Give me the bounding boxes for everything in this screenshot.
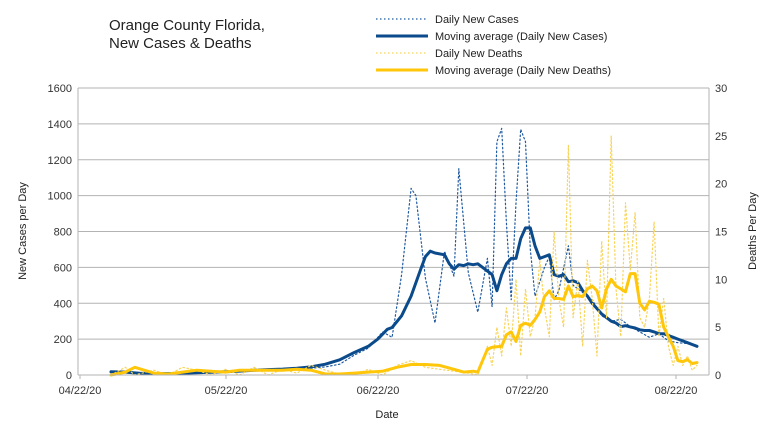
chart-title-line-2: New Cases & Deaths — [109, 35, 252, 52]
series-layer — [109, 127, 699, 377]
y-right-tick-label: 15 — [715, 227, 727, 239]
y-right-tick-label: 30 — [715, 83, 727, 95]
x-axis-title: Date — [375, 409, 398, 421]
y-left-tick-label: 400 — [54, 298, 72, 310]
y-right-tick-label: 0 — [715, 370, 721, 382]
series-line-2 — [109, 226, 699, 376]
y-left-tick-label: 800 — [54, 227, 72, 239]
x-tick-label: 06/22/20 — [357, 385, 400, 397]
y-axis-right-title: Deaths Per Day — [747, 192, 759, 270]
series-line-4 — [109, 272, 699, 377]
y-axis-left-title: New Cases per Day — [17, 182, 29, 280]
y-left-tick-label: 1400 — [48, 119, 72, 131]
y-left-tick-label: 600 — [54, 262, 72, 274]
legend-label-4: Moving average (Daily New Deaths) — [435, 65, 611, 77]
chart-title-line-1: Orange County Florida, — [109, 17, 265, 34]
y-left-tick-label: 1000 — [48, 191, 72, 203]
x-tick-label: 04/22/20 — [59, 385, 102, 397]
y-left-tick-label: 0 — [66, 370, 72, 382]
chart-title: Orange County Florida, New Cases & Death… — [109, 17, 265, 52]
legend-label-2: Moving average (Daily New Cases) — [435, 31, 607, 43]
x-tick-label: 08/22/20 — [655, 385, 698, 397]
legend-label-1: Daily New Cases — [435, 14, 519, 26]
y-right-tick-label: 5 — [715, 322, 721, 334]
series-line-1 — [110, 127, 698, 375]
y-right-tick-label: 10 — [715, 274, 727, 286]
y-left-tick-label: 200 — [54, 334, 72, 346]
x-tick-label: 07/22/20 — [506, 385, 549, 397]
y-right-tick-label: 20 — [715, 179, 727, 191]
axes: 0 200 400 600 800 1000 1200 1400 1600 0 5 10 15 20 25 3… — [48, 83, 728, 397]
y-right-tick-label: 25 — [715, 131, 727, 143]
chart-legend: Daily New Cases Moving average (Daily New… — [376, 14, 611, 77]
x-tick-label: 05/22/20 — [205, 385, 248, 397]
y-left-tick-label: 1200 — [48, 155, 72, 167]
legend-label-3: Daily New Deaths — [435, 48, 523, 60]
y-left-tick-label: 1600 — [48, 83, 72, 95]
